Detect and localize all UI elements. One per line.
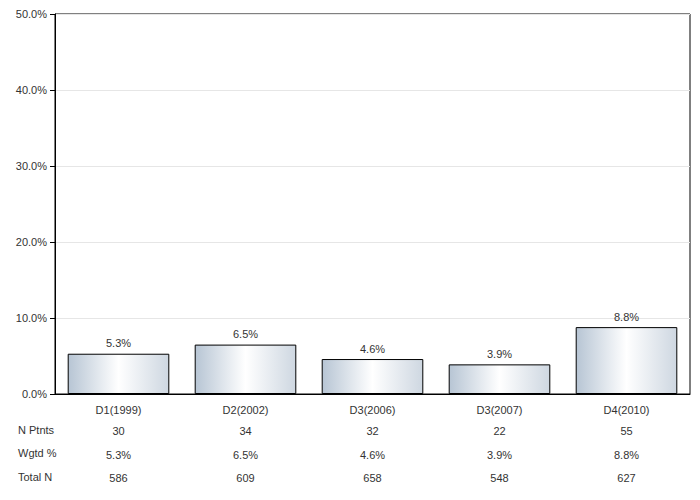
svg-text:50.0%: 50.0% <box>16 8 47 20</box>
svg-text:22: 22 <box>493 425 505 437</box>
svg-text:D2(2002): D2(2002) <box>223 404 269 416</box>
svg-text:D3(2007): D3(2007) <box>477 404 523 416</box>
svg-text:8.8%: 8.8% <box>614 311 639 323</box>
svg-text:658: 658 <box>363 472 381 484</box>
svg-text:6.5%: 6.5% <box>233 328 258 340</box>
svg-text:32: 32 <box>366 425 378 437</box>
svg-text:10.0%: 10.0% <box>16 312 47 324</box>
svg-text:0.0%: 0.0% <box>22 388 47 400</box>
svg-text:586: 586 <box>109 472 127 484</box>
svg-text:30: 30 <box>112 425 124 437</box>
svg-text:30.0%: 30.0% <box>16 160 47 172</box>
svg-text:4.6%: 4.6% <box>360 449 385 461</box>
svg-text:55: 55 <box>620 425 632 437</box>
svg-text:3.9%: 3.9% <box>487 348 512 360</box>
svg-text:5.3%: 5.3% <box>106 337 131 349</box>
svg-text:D4(2010): D4(2010) <box>604 404 650 416</box>
svg-text:D1(1999): D1(1999) <box>96 404 142 416</box>
svg-text:3.9%: 3.9% <box>487 449 512 461</box>
svg-text:D3(2006): D3(2006) <box>350 404 396 416</box>
svg-text:4.6%: 4.6% <box>360 343 385 355</box>
svg-text:8.8%: 8.8% <box>614 449 639 461</box>
svg-text:Total N: Total N <box>18 471 52 483</box>
svg-text:627: 627 <box>617 472 635 484</box>
svg-text:20.0%: 20.0% <box>16 236 47 248</box>
svg-text:6.5%: 6.5% <box>233 449 258 461</box>
svg-text:Wgtd %: Wgtd % <box>18 447 57 459</box>
svg-text:548: 548 <box>490 472 508 484</box>
svg-text:34: 34 <box>239 425 251 437</box>
svg-text:609: 609 <box>236 472 254 484</box>
svg-text:40.0%: 40.0% <box>16 84 47 96</box>
svg-text:N Ptnts: N Ptnts <box>18 424 55 436</box>
svg-text:5.3%: 5.3% <box>106 449 131 461</box>
